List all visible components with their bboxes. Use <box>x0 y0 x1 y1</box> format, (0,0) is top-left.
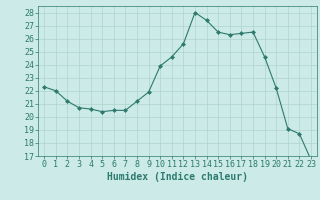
X-axis label: Humidex (Indice chaleur): Humidex (Indice chaleur) <box>107 172 248 182</box>
